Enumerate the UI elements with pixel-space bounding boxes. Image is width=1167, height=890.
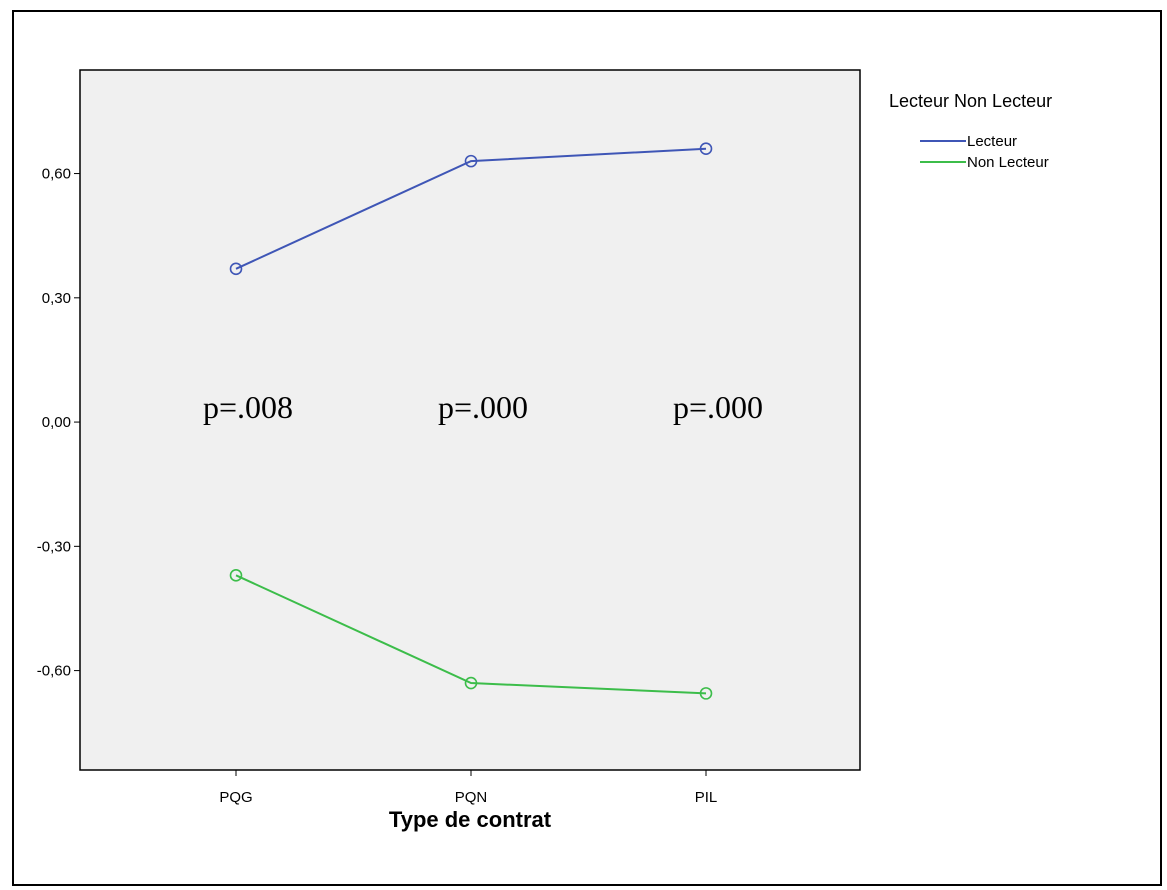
series-line-non-lecteur — [235, 574, 707, 695]
x-tick-label: PQG — [219, 789, 252, 806]
data-point-marker — [464, 676, 478, 690]
y-tick-label: 0,00 — [42, 414, 71, 431]
y-axis: 0,60 0,30 0,00 -0,30 -0,60 — [37, 166, 80, 680]
x-tick-label: PQN — [455, 789, 488, 806]
p-value-annotation: p=.000 — [673, 389, 763, 425]
y-tick-label: 0,30 — [42, 290, 71, 307]
series-layer — [229, 142, 713, 700]
data-point-marker — [229, 262, 243, 276]
y-tick-label: 0,60 — [42, 166, 71, 183]
legend-title: Lecteur Non Lecteur — [889, 91, 1052, 111]
data-point-marker — [464, 154, 478, 168]
data-point-marker — [699, 687, 713, 700]
x-tick-label: PIL — [695, 789, 718, 806]
data-point-marker — [229, 569, 243, 582]
legend-label: Lecteur — [967, 133, 1017, 150]
x-axis: PQG PQN PIL — [219, 770, 717, 806]
series-line-lecteur — [235, 147, 707, 270]
y-tick-label: -0,30 — [37, 538, 71, 555]
p-value-annotation: p=.000 — [438, 389, 528, 425]
x-axis-title: Type de contrat — [389, 807, 552, 832]
data-point-marker — [699, 142, 713, 155]
plot-area — [79, 69, 861, 771]
p-value-annotation: p=.008 — [203, 389, 293, 425]
y-tick-label: -0,60 — [37, 663, 71, 680]
annotations: p=.008 p=.000 p=.000 — [203, 389, 763, 425]
legend: Lecteur Non Lecteur Lecteur Non Lecteur — [889, 91, 1052, 171]
legend-label: Non Lecteur — [967, 154, 1049, 171]
